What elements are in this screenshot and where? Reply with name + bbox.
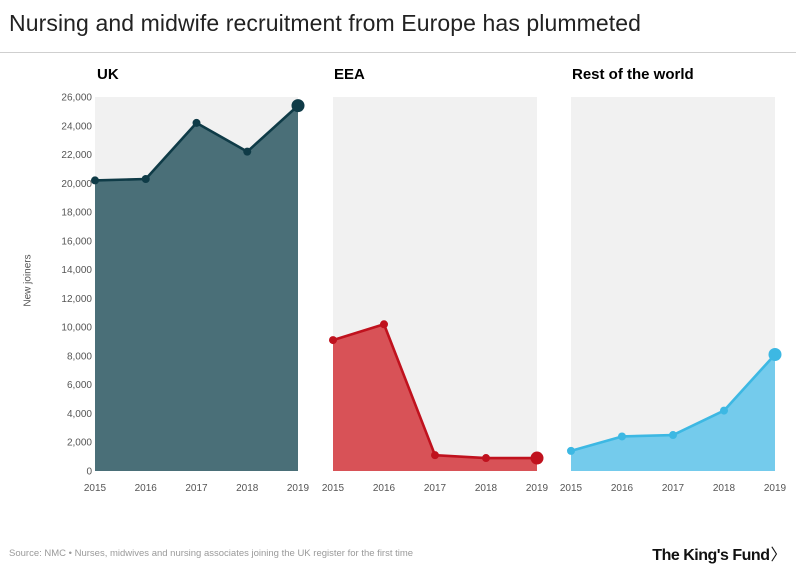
x-tick-label: 2016: [611, 483, 634, 494]
x-tick-label: 2017: [424, 483, 447, 494]
y-tick-label: 6,000: [67, 380, 92, 391]
data-point: [243, 147, 252, 156]
y-tick-label: 8,000: [67, 351, 92, 362]
data-point: [91, 176, 99, 185]
x-tick-label: 2018: [713, 483, 736, 494]
y-tick-label: 2,000: [67, 438, 92, 449]
area-fill: [571, 354, 775, 471]
area-fill: [95, 105, 298, 471]
y-tick-label: 20,000: [61, 179, 92, 190]
x-tick-label: 2016: [135, 483, 158, 494]
y-tick-label: 4,000: [67, 409, 92, 420]
x-tick-label: 2015: [560, 483, 583, 494]
data-point: [192, 118, 201, 127]
x-tick-label: 2017: [185, 483, 208, 494]
data-point: [141, 174, 150, 183]
y-tick-label: 0: [86, 467, 92, 478]
y-tick-label: 12,000: [61, 294, 92, 305]
y-tick-label: 24,000: [61, 121, 92, 132]
data-point: [768, 347, 782, 361]
y-tick-label: 18,000: [61, 208, 92, 219]
x-tick-label: 2015: [84, 483, 107, 494]
chevron-right-icon: 〉: [770, 547, 786, 564]
x-tick-label: 2019: [287, 483, 310, 494]
panel-title-uk: UK: [97, 66, 119, 83]
y-tick-label: 22,000: [61, 150, 92, 161]
title-divider: [0, 52, 796, 53]
data-point: [618, 432, 626, 441]
y-tick-label: 10,000: [61, 323, 92, 334]
area-fill: [333, 324, 537, 471]
x-tick-label: 2016: [373, 483, 396, 494]
x-tick-label: 2015: [322, 483, 345, 494]
brand-name: The King's Fund: [652, 547, 770, 564]
x-tick-label: 2018: [236, 483, 259, 494]
panel-title-rest-of-world: Rest of the world: [572, 66, 694, 83]
data-point: [567, 446, 575, 455]
x-tick-label: 2018: [475, 483, 498, 494]
data-point: [482, 454, 490, 463]
y-tick-label: 14,000: [61, 265, 92, 276]
data-point: [291, 99, 305, 113]
panel-title-eea: EEA: [334, 66, 365, 83]
y-tick-label: 26,000: [61, 93, 92, 104]
data-point: [329, 336, 337, 345]
y-tick-label: 16,000: [61, 236, 92, 247]
x-tick-label: 2017: [662, 483, 685, 494]
source-note: Source: NMC • Nurses, midwives and nursi…: [9, 548, 414, 559]
brand-logo: The King's Fund〉: [652, 541, 786, 565]
data-point: [669, 431, 677, 440]
data-point: [431, 451, 439, 460]
data-point: [380, 320, 388, 329]
data-point: [530, 451, 544, 465]
x-tick-label: 2019: [526, 483, 549, 494]
chart-title: Nursing and midwife recruitment from Eur…: [9, 10, 642, 36]
x-tick-label: 2019: [764, 483, 787, 494]
data-point: [720, 406, 728, 415]
